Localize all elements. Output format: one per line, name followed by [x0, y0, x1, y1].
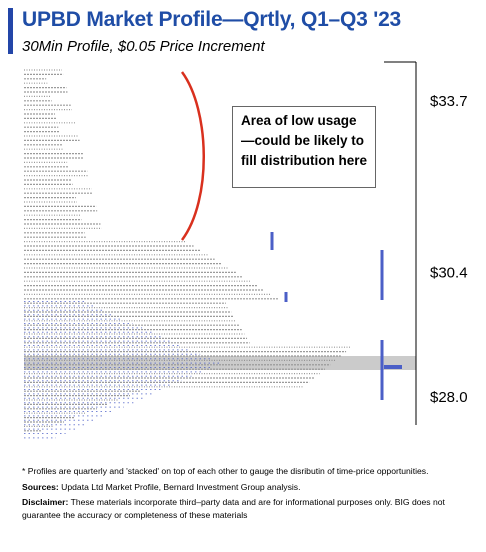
- title-accent-bar: [8, 8, 13, 54]
- sources-label: Sources:: [22, 481, 59, 492]
- chart-subtitle: 30Min Profile, $0.05 Price Increment: [22, 38, 265, 55]
- market-profile-chart: $33.7 $30.4 $28.0: [24, 61, 468, 439]
- disclaimer-label: Disclaimer:: [22, 497, 69, 507]
- disclaimer-line: Disclaimer: These materials incorporate …: [22, 496, 472, 521]
- profile-note: * Profiles are quarterly and 'stacked' o…: [22, 466, 429, 476]
- low-usage-bracket-curve: [180, 71, 205, 241]
- sources-line: Sources: Updata Ltd Market Profile, Bern…: [22, 481, 472, 494]
- price-label: $28.0: [430, 389, 468, 406]
- chart-title: UPBD Market Profile—Qrtly, Q1–Q3 '23: [22, 8, 402, 31]
- price-label: $33.7: [430, 93, 468, 110]
- profile-distribution: [24, 69, 416, 432]
- current-price-marker: [384, 365, 402, 369]
- sources-text: Updata Ltd Market Profile, Bernard Inves…: [58, 481, 301, 492]
- value-area-band: [24, 356, 416, 370]
- disclaimer-text: These materials incorporate third–party …: [22, 497, 445, 520]
- price-label: $30.4: [430, 264, 468, 281]
- footnotes: * Profiles are quarterly and 'stacked' o…: [22, 465, 472, 524]
- low-usage-callout: Area of low usage—could be likely to fil…: [232, 106, 376, 188]
- recent-profile-overlay: [24, 232, 402, 439]
